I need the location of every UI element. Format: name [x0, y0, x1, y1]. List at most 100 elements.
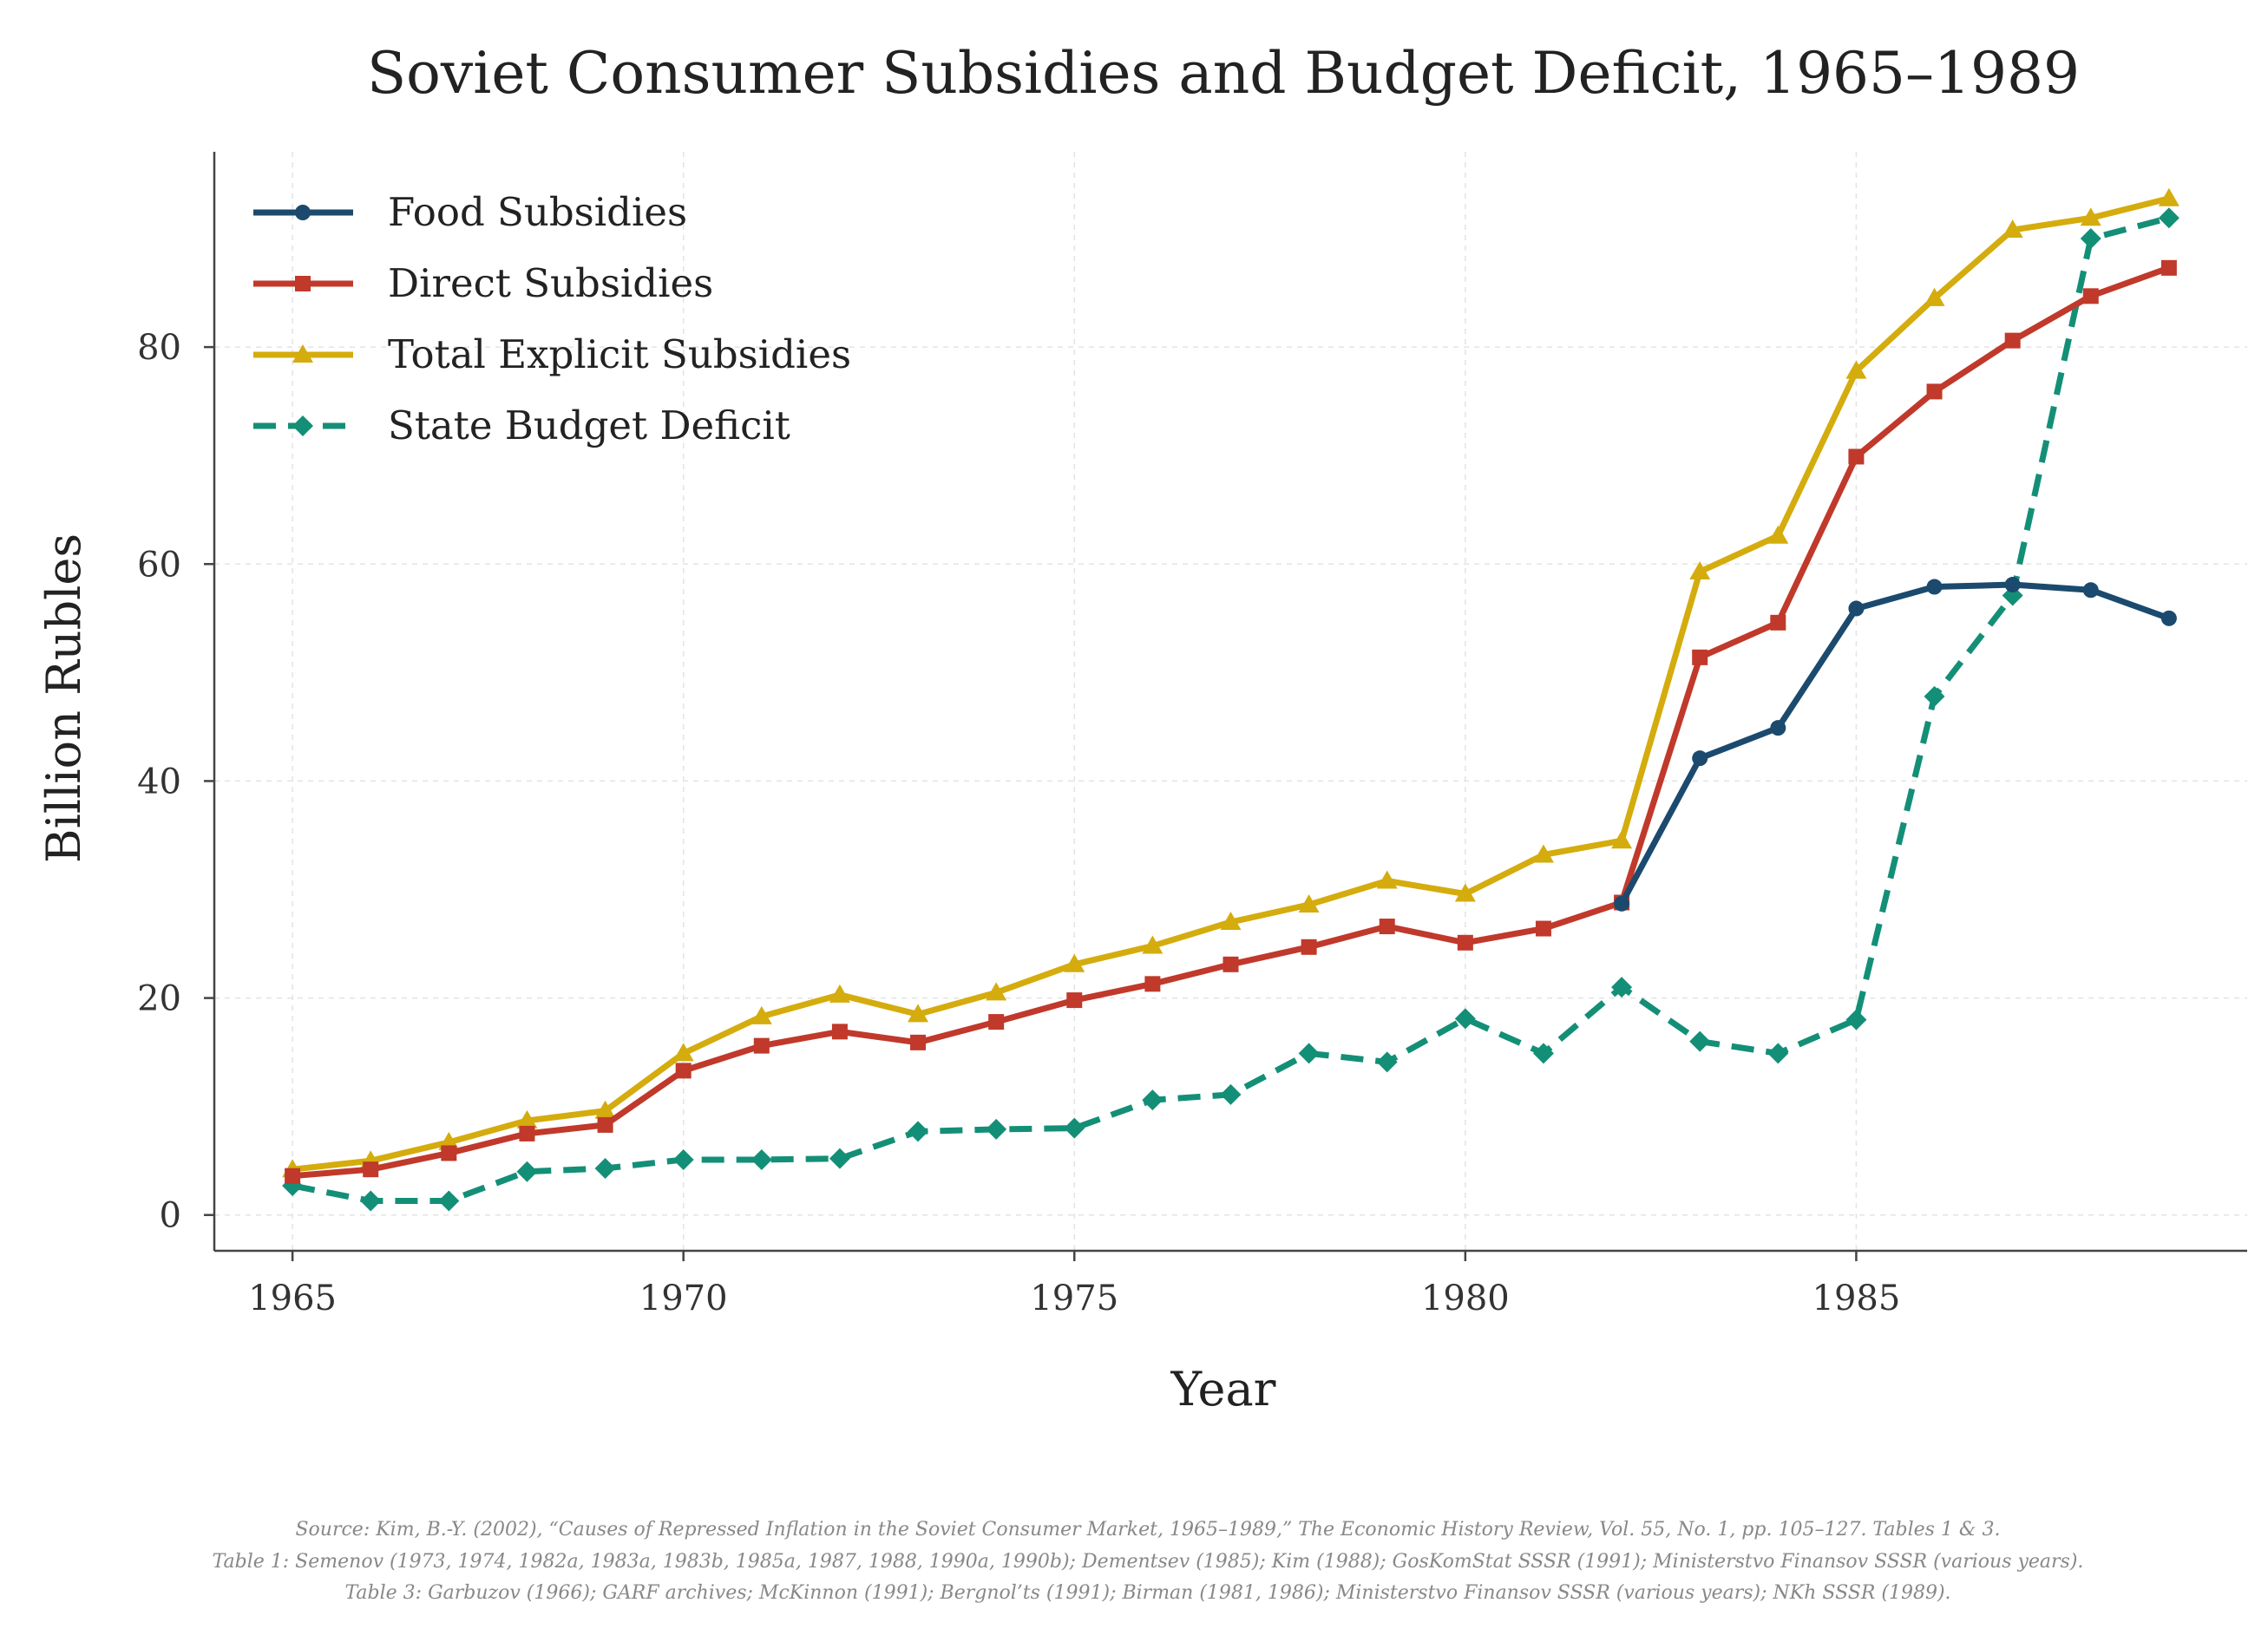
- y-tick-label: 20: [137, 979, 181, 1019]
- total-explicit-subsidies-point: [2080, 207, 2101, 226]
- direct-subsidies-point: [1848, 448, 1865, 465]
- tick-labels: 1965 1970 1975 1980 1985 0 20 40 60 80: [137, 328, 1900, 1318]
- source-note: Source: Kim, B.-Y. (2002), “Causes of Re…: [213, 1519, 2084, 1604]
- total-explicit-subsidies-point: [1376, 870, 1398, 889]
- direct-subsidies-point: [675, 1063, 692, 1079]
- direct-subsidies-point: [1301, 939, 1317, 955]
- y-tick-label: 0: [160, 1196, 181, 1236]
- direct-subsidies-point: [988, 1014, 1005, 1030]
- axes: [204, 152, 2247, 1261]
- total-explicit-subsidies-point: [1689, 561, 1711, 580]
- total-explicit-subsidies-point: [1924, 287, 1945, 306]
- total-explicit-subsidies-point: [1298, 894, 1320, 913]
- total-explicit-subsidies-point: [1064, 953, 1085, 972]
- state-budget-deficit-point: [1220, 1083, 1242, 1105]
- state-budget-deficit-point: [360, 1190, 382, 1212]
- food-subsidies-point: [2082, 582, 2099, 599]
- state-budget-deficit-point: [1532, 1043, 1554, 1064]
- legend-marker: [295, 205, 311, 220]
- state-budget-deficit-point: [438, 1190, 460, 1212]
- total-explicit-subsidies-point: [986, 982, 1007, 1001]
- direct-subsidies-point: [1457, 934, 1473, 951]
- series-direct-subsidies: [285, 259, 2177, 1184]
- direct-subsidies-point: [1222, 956, 1239, 972]
- total-explicit-subsidies-point: [751, 1005, 772, 1024]
- total-explicit-subsidies-point: [908, 1004, 929, 1023]
- direct-subsidies-point: [441, 1145, 457, 1161]
- total-explicit-subsidies-point: [1767, 525, 1789, 544]
- series-state-budget-deficit: [282, 207, 2180, 1212]
- total-explicit-subsidies-point: [516, 1109, 538, 1128]
- total-explicit-subsidies-point: [594, 1100, 616, 1119]
- legend-marker: [292, 415, 313, 436]
- total-explicit-subsidies-point: [829, 984, 850, 1003]
- direct-subsidies-point: [1692, 649, 1708, 665]
- legend-marker: [295, 276, 311, 291]
- state-budget-deficit-point: [1376, 1051, 1398, 1073]
- state-budget-deficit-point: [516, 1161, 538, 1182]
- direct-subsidies-point: [1926, 383, 1943, 400]
- direct-subsidies-point: [910, 1034, 927, 1050]
- state-budget-deficit-point: [908, 1121, 929, 1142]
- direct-subsidies-point: [519, 1125, 535, 1142]
- series-layer: [282, 187, 2180, 1212]
- x-tick-label: 1965: [248, 1279, 337, 1318]
- state-budget-deficit-point: [1454, 1008, 1476, 1030]
- total-explicit-subsidies-point: [1611, 830, 1633, 849]
- source-line-2: Table 1: Semenov (1973, 1974, 1982a, 198…: [213, 1551, 2084, 1573]
- direct-subsidies-point: [1379, 919, 1395, 935]
- state-budget-deficit-point: [1142, 1089, 1163, 1111]
- y-tick-label: 80: [137, 328, 181, 368]
- state-budget-deficit-point: [2080, 228, 2101, 250]
- legend-item-total-explicit-subsidies: Total Explicit Subsidies: [253, 331, 851, 377]
- state-budget-deficit-point: [751, 1148, 772, 1170]
- state-budget-deficit-point: [1611, 977, 1633, 998]
- legend-label: State Budget Deficit: [388, 402, 790, 448]
- state-budget-deficit-point: [1064, 1117, 1085, 1139]
- direct-subsidies-point: [1144, 976, 1161, 992]
- y-axis-label: Billion Rubles: [36, 533, 91, 863]
- state-budget-deficit-point: [1298, 1043, 1320, 1064]
- legend-label: Direct Subsidies: [388, 260, 713, 306]
- food-subsidies-point: [2160, 610, 2177, 626]
- state-budget-deficit-point: [594, 1157, 616, 1179]
- legend-item-food-subsidies: Food Subsidies: [253, 189, 687, 235]
- total-explicit-subsidies-point: [2002, 219, 2023, 239]
- food-subsidies-line: [1618, 581, 2171, 906]
- x-tick-label: 1985: [1812, 1279, 1901, 1318]
- legend-label: Total Explicit Subsidies: [388, 331, 851, 377]
- total-explicit-subsidies-point: [1532, 844, 1554, 863]
- state-budget-deficit-point: [1845, 1009, 1867, 1030]
- food-subsidies-point: [1692, 750, 1708, 767]
- state-budget-deficit-point: [672, 1148, 694, 1170]
- food-subsidies-point: [1926, 579, 1943, 595]
- total-explicit-subsidies-point: [1845, 360, 1867, 379]
- chart-title: Soviet Consumer Subsidies and Budget Def…: [367, 40, 2080, 107]
- direct-subsidies-point: [831, 1024, 848, 1040]
- direct-subsidies-point: [2004, 332, 2021, 349]
- total-explicit-subsidies-point: [1220, 912, 1242, 931]
- direct-subsidies-point: [2082, 288, 2099, 304]
- series-total-explicit-subsidies: [282, 187, 2180, 1178]
- state-budget-deficit-point: [986, 1118, 1007, 1140]
- total-explicit-subsidies-point: [1142, 935, 1163, 954]
- food-subsidies-point: [1614, 895, 1630, 912]
- direct-subsidies-point: [1066, 992, 1083, 1009]
- x-tick-label: 1970: [639, 1279, 728, 1318]
- state-budget-deficit-point: [1924, 685, 1945, 707]
- direct-subsidies-point: [363, 1161, 379, 1178]
- x-tick-label: 1980: [1421, 1279, 1510, 1318]
- total-explicit-subsidies-point: [672, 1043, 694, 1062]
- direct-subsidies-point: [597, 1116, 613, 1133]
- direct-subsidies-point: [285, 1168, 301, 1184]
- legend: Food Subsidies Direct Subsidies Total Expl…: [253, 189, 851, 448]
- legend-item-direct-subsidies: Direct Subsidies: [253, 260, 713, 306]
- state-budget-deficit-point: [1767, 1043, 1789, 1064]
- direct-subsidies-point: [2160, 259, 2177, 276]
- legend-item-state-budget-deficit: State Budget Deficit: [253, 402, 790, 448]
- total-explicit-subsidies-point: [2158, 187, 2180, 206]
- x-tick-label: 1975: [1030, 1279, 1118, 1318]
- state-budget-deficit-point: [2158, 207, 2180, 229]
- legend-label: Food Subsidies: [388, 189, 687, 235]
